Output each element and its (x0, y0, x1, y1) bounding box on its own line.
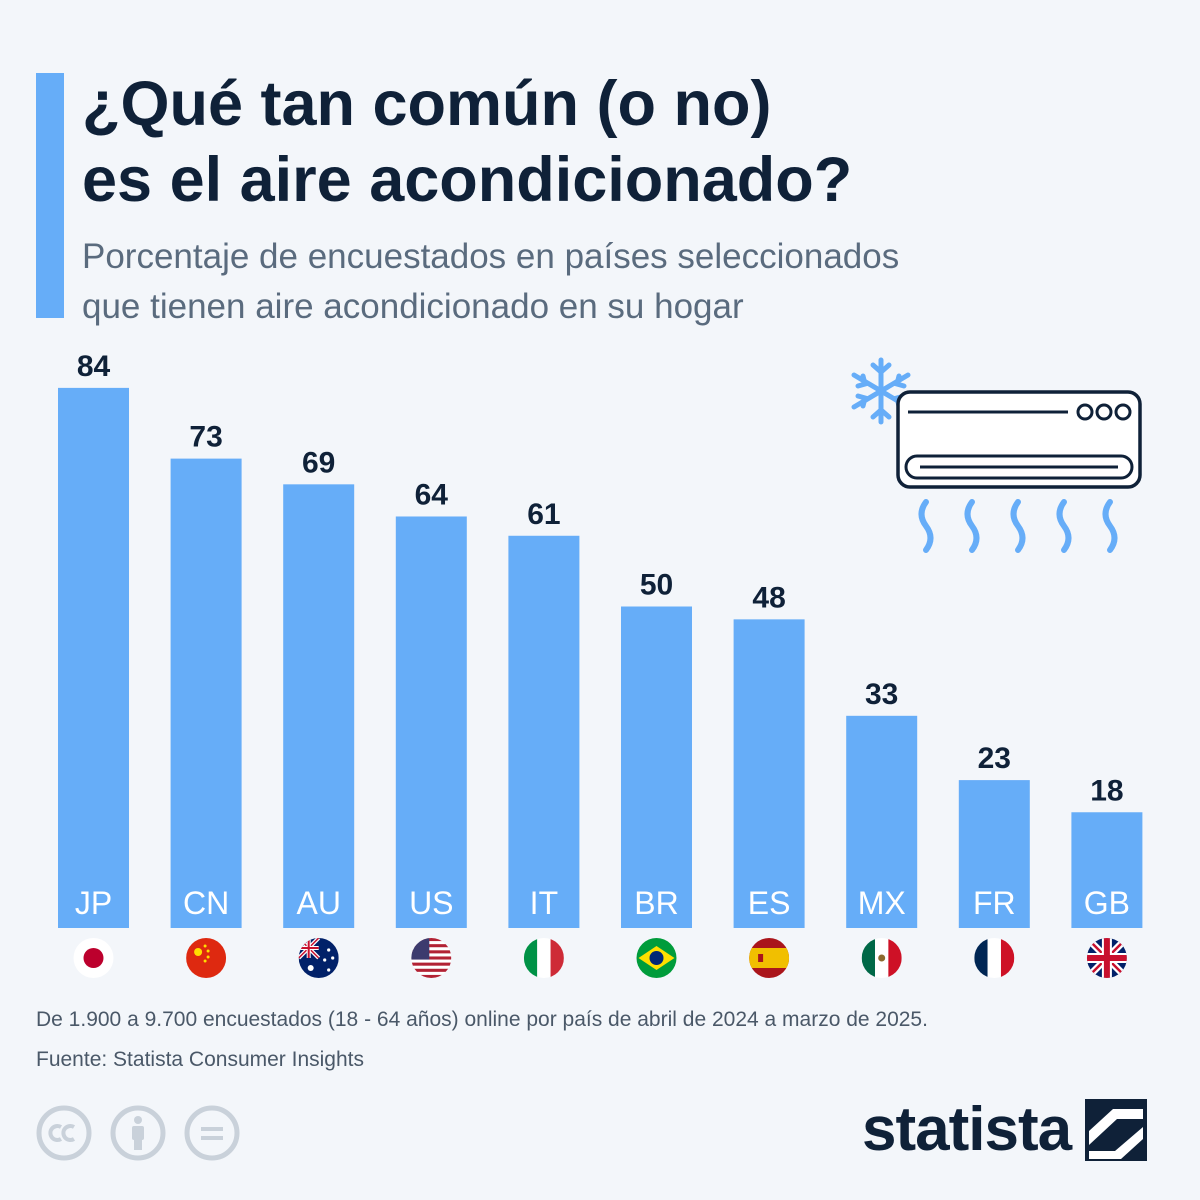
footnote: De 1.900 a 9.700 encuestados (18 - 64 añ… (36, 1000, 1176, 1080)
bar-label-ES: ES (748, 885, 791, 921)
bar-label-GB: GB (1084, 885, 1130, 921)
bar-value-FR: 23 (978, 742, 1011, 775)
flag-cn-icon (186, 938, 227, 978)
bar-GB (1071, 812, 1143, 928)
bar-value-JP: 84 (77, 350, 111, 383)
bar-CN (170, 458, 242, 928)
flag-fr-icon (974, 938, 1015, 978)
bar-label-JP: JP (75, 885, 112, 921)
no-derivatives-icon[interactable] (184, 1105, 240, 1161)
cc-icon[interactable] (36, 1105, 92, 1161)
bar-BR (621, 606, 692, 928)
bar-value-GB: 18 (1090, 774, 1123, 807)
bar-value-CN: 73 (189, 421, 222, 454)
bar-MX (846, 715, 918, 928)
source-note: Fuente: Statista Consumer Insights (36, 1048, 364, 1071)
chart-subtitle: Porcentaje de encuestados en países sele… (82, 232, 1162, 332)
statista-logo[interactable]: statista (862, 1094, 1148, 1165)
brand-name: statista (862, 1095, 1072, 1164)
bar-label-AU: AU (296, 885, 340, 921)
bar-label-BR: BR (634, 885, 678, 921)
flag-gb-icon (1086, 938, 1127, 978)
flags-layer (73, 938, 1127, 978)
bar-label-MX: MX (858, 885, 906, 921)
bar-value-ES: 48 (752, 581, 785, 614)
subtitle-line-2: que tienen aire acondicionado en su hoga… (82, 287, 744, 326)
bar-value-BR: 50 (640, 569, 673, 602)
bar-AU (283, 484, 355, 928)
license-icons (36, 1105, 240, 1161)
flag-au-icon (298, 938, 339, 978)
bar-JP (58, 387, 129, 928)
bar-US (395, 516, 467, 928)
bar-value-US: 64 (415, 478, 449, 511)
bar-label-FR: FR (973, 885, 1016, 921)
title-line-2: es el aire acondicionado? (82, 145, 853, 215)
flag-us-icon (411, 938, 452, 978)
survey-note: De 1.900 a 9.700 encuestados (18 - 64 añ… (36, 1008, 928, 1031)
air-conditioner-icon (896, 390, 1142, 489)
bar-label-IT: IT (530, 885, 558, 921)
airflow-icon (918, 499, 1118, 553)
bar-IT (508, 535, 580, 928)
bars-layer: 84 JP 73 CN 69 AU 64 US 61 IT 50 BR 48 ES 33 MX 23 FR 18 GB (58, 350, 1143, 928)
bar-label-CN: CN (183, 885, 229, 921)
flag-br-icon (636, 938, 677, 978)
title-line-1: ¿Qué tan común (o no) (82, 69, 772, 139)
bar-value-MX: 33 (865, 678, 898, 711)
bar-ES (733, 619, 805, 928)
bar-value-AU: 69 (302, 446, 335, 479)
air-conditioner-illustration (851, 357, 1142, 553)
chart-title: ¿Qué tan común (o no) es el aire acondic… (82, 66, 1162, 218)
bar-value-IT: 61 (527, 498, 560, 531)
flag-es-icon (749, 938, 790, 978)
flag-mx-icon (861, 938, 902, 978)
bar-chart: 84 JP 73 CN 69 AU 64 US 61 IT 50 BR 48 ES 33 MX 23 FR 18 GB (58, 350, 1143, 978)
subtitle-line-1: Porcentaje de encuestados en países sele… (82, 237, 900, 276)
flag-jp-icon (73, 938, 114, 978)
flag-it-icon (523, 938, 564, 978)
bar-label-US: US (409, 885, 453, 921)
title-accent-bar (36, 73, 64, 318)
statista-mark-icon (1085, 1098, 1148, 1161)
attribution-icon[interactable] (110, 1105, 166, 1161)
bar-FR (958, 780, 1030, 928)
